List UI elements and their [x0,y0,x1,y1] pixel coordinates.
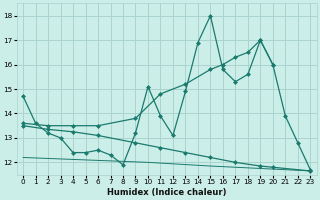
X-axis label: Humidex (Indice chaleur): Humidex (Indice chaleur) [107,188,227,197]
